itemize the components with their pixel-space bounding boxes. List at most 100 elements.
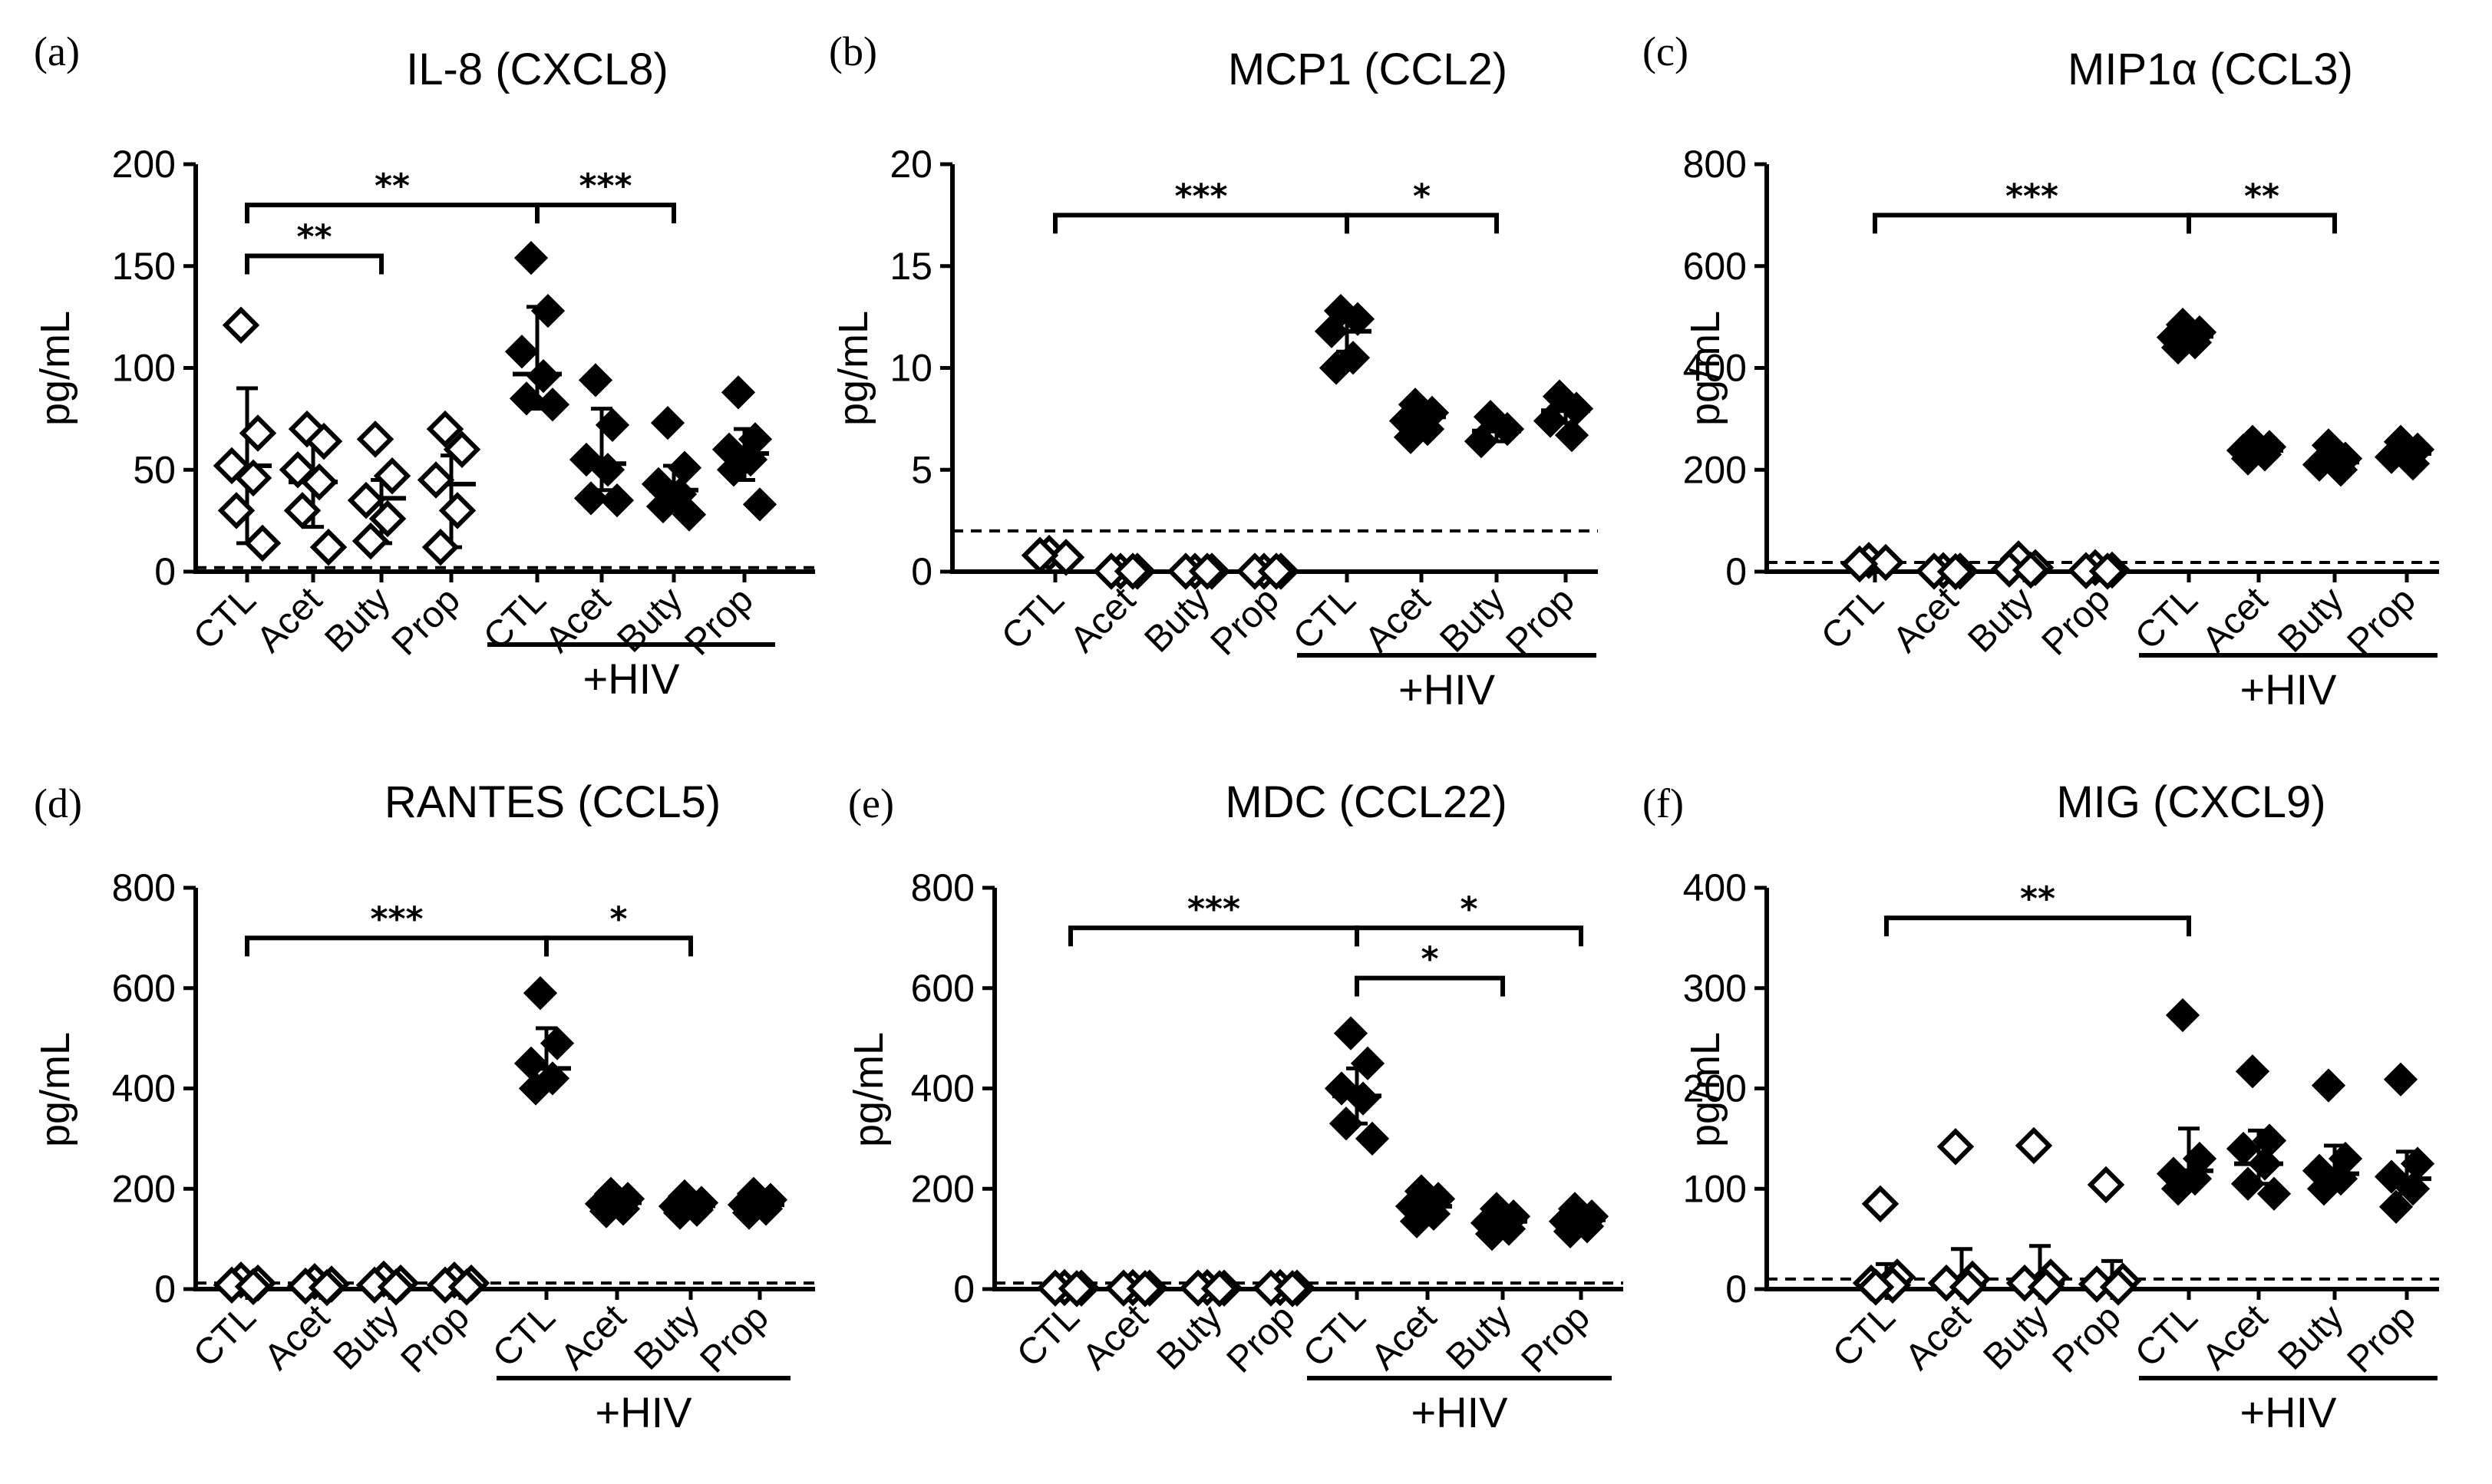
filled-diamond-point	[2230, 1166, 2266, 1201]
filled-diamond-point	[518, 1071, 553, 1106]
filled-diamond-point	[2160, 330, 2196, 365]
filled-diamond-point	[589, 1194, 624, 1228]
y-tick-label: 800	[911, 866, 975, 909]
open-diamond-point	[417, 461, 455, 499]
significance-label: **	[296, 217, 332, 256]
filled-diamond-point	[578, 363, 613, 397]
chart-panel-5: (e) MDC (CCL22)pg/mL0200400600800CTLAcetB…	[846, 777, 1623, 1436]
significance-bracket	[245, 203, 540, 224]
open-diamond-point	[309, 528, 348, 566]
filled-diamond-point	[2374, 1159, 2409, 1194]
open-diamond-point	[447, 1268, 486, 1306]
filled-diamond-point	[2311, 1068, 2346, 1103]
x-tick-label: Buty	[626, 1297, 707, 1377]
chart-panel-2: (b) MCP1 (CCL2)pg/mL05101520CTLAcetButyPr…	[829, 28, 1598, 714]
open-diamond-point	[234, 459, 272, 497]
significance-bracket	[1053, 213, 1349, 234]
open-diamond-point	[1126, 1270, 1164, 1308]
filled-diamond-point	[716, 453, 751, 487]
chart-panel-6: (f) MIG (CXCL9)pg/mL0100200300400CTLAcetB…	[1642, 777, 2439, 1436]
significance-bracket	[245, 935, 549, 957]
filled-diamond-point	[1393, 420, 1428, 454]
open-diamond-point	[2087, 1166, 2125, 1204]
significance-bracket	[1345, 213, 1499, 234]
filled-diamond-point	[504, 335, 540, 369]
significance-label: *	[1413, 176, 1431, 216]
open-diamond-point	[1857, 1268, 1895, 1306]
open-diamond-point	[1840, 545, 1879, 583]
open-diamond-point	[356, 420, 394, 458]
hiv-group-label: +HIV	[1411, 1388, 1508, 1436]
filled-diamond-point	[2165, 998, 2200, 1033]
open-diamond-point	[421, 528, 460, 566]
filled-diamond-point	[535, 387, 570, 422]
x-tick-label: CTL	[186, 1297, 264, 1375]
open-diamond-point	[1200, 1270, 1239, 1308]
y-axis-label: pg/mL	[846, 1032, 892, 1147]
y-tick-label: 10	[890, 347, 932, 390]
significance-bracket	[1873, 213, 2191, 234]
significance-label: *	[1421, 940, 1438, 979]
filled-diamond-point	[2383, 1062, 2418, 1097]
open-diamond-point	[283, 492, 322, 529]
filled-diamond-point	[721, 375, 756, 410]
y-tick-label: 0	[911, 550, 932, 593]
significance-label: *	[609, 899, 627, 938]
y-axis-label: pg/mL	[32, 311, 78, 426]
open-diamond-point	[2099, 1268, 2137, 1306]
panel-letter: (b)	[829, 28, 877, 74]
panel-letter: (f)	[1642, 780, 1684, 826]
y-tick-label: 200	[112, 143, 176, 186]
open-diamond-point	[1047, 539, 1085, 576]
x-tick-label: Prop	[678, 579, 761, 663]
panel-letter: (c)	[1642, 28, 1688, 74]
filled-diamond-point	[662, 1195, 698, 1230]
x-tick-label: Acet	[1074, 1297, 1155, 1377]
x-tick-label: Buty	[317, 579, 398, 660]
open-diamond-point	[1949, 1268, 1987, 1306]
x-tick-label: Buty	[1438, 1297, 1519, 1377]
y-tick-label: 0	[1725, 1268, 1747, 1311]
x-tick-label: Acet	[553, 1297, 633, 1377]
x-tick-label: Prop	[2045, 1297, 2129, 1380]
filled-diamond-point	[2323, 453, 2358, 487]
filled-diamond-point	[1554, 417, 1589, 453]
x-tick-label: Acet	[256, 1297, 337, 1377]
y-tick-label: 600	[911, 967, 975, 1010]
filled-diamond-point	[672, 497, 707, 532]
x-tick-label: CTL	[2127, 1297, 2206, 1375]
y-tick-label: 20	[890, 143, 932, 186]
panel-letter: (d)	[34, 780, 82, 826]
x-tick-label: CTL	[1009, 1297, 1088, 1375]
y-tick-label: 800	[112, 866, 176, 909]
significance-label: ***	[1174, 176, 1227, 216]
x-tick-label: Acet	[1363, 1297, 1444, 1377]
chart-title: MCP1 (CCL2)	[1228, 45, 1507, 94]
filled-diamond-point	[1464, 424, 1499, 459]
open-diamond-point	[308, 1268, 346, 1307]
open-diamond-point	[234, 1268, 272, 1305]
y-tick-label: 5	[911, 448, 932, 491]
open-diamond-point	[368, 500, 407, 538]
filled-diamond-point	[1345, 1081, 1381, 1116]
filled-diamond-point	[742, 487, 777, 522]
filled-diamond-point	[645, 489, 681, 524]
chart-panel-3: (c) MIP1α (CCL3)pg/mL0200400600800CTLAcet…	[1642, 28, 2439, 714]
x-tick-label: CTL	[485, 1297, 563, 1375]
open-diamond-point	[2015, 1126, 2053, 1165]
filled-diamond-point	[2395, 1172, 2431, 1206]
y-tick-label: 200	[112, 1167, 176, 1210]
open-diamond-point	[239, 414, 277, 452]
significance-label: ***	[1187, 889, 1240, 928]
y-tick-label: 200	[911, 1167, 975, 1210]
open-diamond-point	[1867, 543, 1905, 582]
significance-bracket	[1068, 925, 1359, 947]
open-diamond-point	[2088, 552, 2127, 590]
x-tick-label: Buty	[1432, 579, 1513, 660]
panel-letter: (a)	[34, 28, 80, 74]
y-tick-label: 100	[112, 347, 176, 390]
filled-diamond-point	[2160, 1172, 2196, 1206]
x-tick-label: CTL	[1814, 579, 1892, 658]
y-tick-label: 0	[154, 1268, 176, 1311]
